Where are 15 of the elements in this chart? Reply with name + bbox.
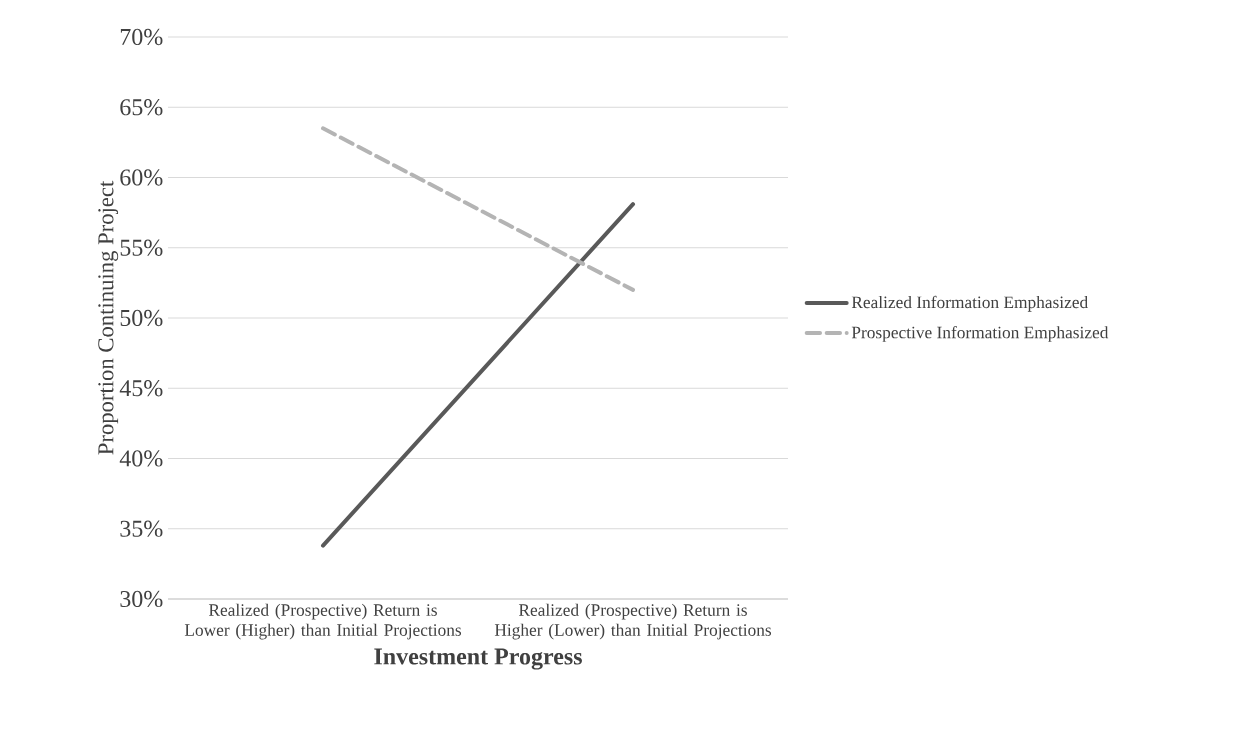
y-tick-label: 40% [119, 450, 163, 467]
x-axis-title: Investment Progress [374, 648, 582, 670]
x-tick-label: Realized (Prospective) Return is Higher (Lower) than Initial Projections [494, 603, 772, 640]
y-tick-label: 35% [120, 520, 163, 537]
y-tick-label: 60% [120, 169, 163, 186]
x-tick-label: Realized (Prospective) Return is Lower (Higher) than Initial Projections [184, 603, 462, 640]
y-tick-label: 70% [120, 28, 163, 46]
y-axis-title: Proportion Continuing Project [98, 180, 119, 455]
y-tick-label: 65% [120, 99, 163, 116]
y-tick-label: 30% [120, 590, 163, 608]
y-tick-label: 50% [120, 309, 163, 327]
y-tick-label: 55% [120, 239, 163, 256]
y-tick-label: 45% [119, 380, 163, 397]
legend-label: Realized Information Emphasized [851, 295, 1088, 312]
legend-label: Prospective Information Emphasized [851, 325, 1109, 342]
